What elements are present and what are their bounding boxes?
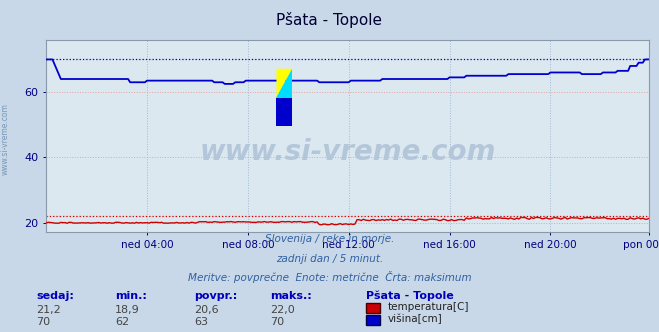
Text: višina[cm]: višina[cm] [388, 314, 443, 324]
Text: 62: 62 [115, 317, 129, 327]
Text: maks.:: maks.: [270, 291, 312, 301]
Text: 22,0: 22,0 [270, 305, 295, 315]
Text: Pšata - Topole: Pšata - Topole [366, 290, 453, 301]
Text: www.si-vreme.com: www.si-vreme.com [200, 137, 496, 166]
Text: Meritve: povprečne  Enote: metrične  Črta: maksimum: Meritve: povprečne Enote: metrične Črta:… [188, 271, 471, 283]
Text: 21,2: 21,2 [36, 305, 61, 315]
Text: www.si-vreme.com: www.si-vreme.com [1, 104, 10, 175]
Text: zadnji dan / 5 minut.: zadnji dan / 5 minut. [276, 254, 383, 264]
Text: povpr.:: povpr.: [194, 291, 238, 301]
Text: temperatura[C]: temperatura[C] [388, 302, 470, 312]
Text: sedaj:: sedaj: [36, 291, 74, 301]
Bar [277, 98, 292, 126]
Text: 20,6: 20,6 [194, 305, 219, 315]
Text: 18,9: 18,9 [115, 305, 140, 315]
Text: Slovenija / reke in morje.: Slovenija / reke in morje. [265, 234, 394, 244]
Text: min.:: min.: [115, 291, 147, 301]
Text: 70: 70 [36, 317, 50, 327]
Text: Pšata - Topole: Pšata - Topole [277, 12, 382, 28]
Polygon shape [277, 69, 292, 98]
Text: 63: 63 [194, 317, 208, 327]
Polygon shape [277, 69, 292, 98]
Text: 70: 70 [270, 317, 284, 327]
